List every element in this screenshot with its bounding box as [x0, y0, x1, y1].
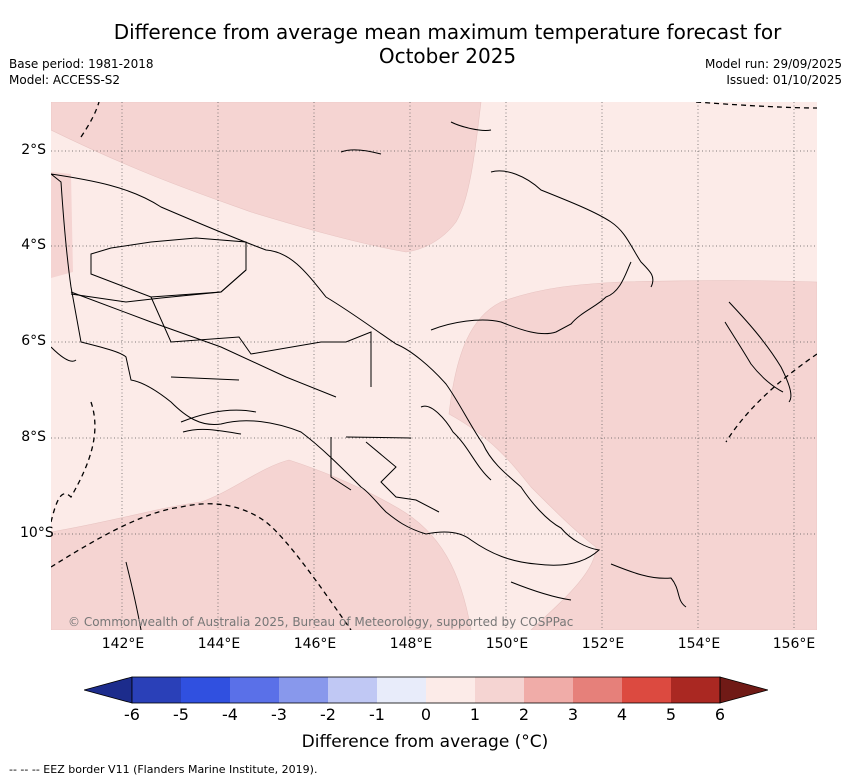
anomaly-1-2-north	[51, 102, 482, 253]
lon-tick: 152°E	[581, 636, 625, 652]
colorbar-outline	[131, 676, 721, 704]
map-canvas: © Commonwealth of Australia 2025, Bureau…	[51, 102, 817, 630]
issued-date: Issued: 01/10/2025	[726, 73, 842, 87]
meta-right: Model run: 29/09/2025 Issued: 01/10/2025	[705, 56, 842, 88]
colorbar-tick: -4	[222, 705, 238, 724]
meta-left: Base period: 1981-2018 Model: ACCESS-S2	[9, 56, 154, 88]
colorbar-segment	[475, 677, 524, 703]
colorbar-segment	[279, 677, 328, 703]
colorbar-tick: 1	[469, 705, 481, 724]
colorbar-segment	[671, 677, 720, 703]
lon-tick: 142°E	[101, 636, 145, 652]
base-period: Base period: 1981-2018	[9, 57, 154, 71]
lat-tick: 2°S	[21, 142, 46, 158]
colorbar-tick: 6	[714, 705, 726, 724]
lon-tick: 146°E	[293, 636, 337, 652]
colorbar-segment	[132, 677, 181, 703]
colorbar-extend-high	[719, 676, 768, 704]
lat-tick: 6°S	[21, 333, 46, 349]
colorbar-segment	[328, 677, 377, 703]
colorbar-tick: -5	[173, 705, 189, 724]
colorbar-tick: 2	[518, 705, 530, 724]
colorbar-segment	[622, 677, 671, 703]
map-title: Difference from average mean maximum tem…	[90, 20, 805, 68]
copyright-text: © Commonwealth of Australia 2025, Bureau…	[68, 615, 573, 629]
colorbar-segment	[181, 677, 230, 703]
colorbar-tick: -6	[124, 705, 140, 724]
colorbar-segment	[377, 677, 426, 703]
lon-tick: 150°E	[485, 636, 529, 652]
colorbar-tick: -1	[369, 705, 385, 724]
colorbar-tick: -2	[320, 705, 336, 724]
colorbar-tick: 5	[665, 705, 677, 724]
lon-tick: 154°E	[677, 636, 721, 652]
eez-footnote: -- -- -- EEZ border V11 (Flanders Marine…	[9, 763, 318, 776]
coastlines	[51, 121, 792, 630]
colorbar-segment	[573, 677, 622, 703]
gridlines	[51, 102, 817, 630]
model-name: Model: ACCESS-S2	[9, 73, 121, 87]
lat-tick: 4°S	[21, 237, 46, 253]
colorbar-tick: 4	[616, 705, 628, 724]
title-line-2: October 2025	[378, 44, 517, 68]
colorbar-segment	[426, 677, 475, 703]
colorbar-tick: 3	[567, 705, 579, 724]
colorbar-segment	[524, 677, 573, 703]
anomaly-1-2-northwest-strip	[51, 172, 73, 278]
colorbar-tick: -3	[271, 705, 287, 724]
lon-tick: 144°E	[197, 636, 241, 652]
colorbar-tick: 0	[420, 705, 432, 724]
lat-tick: 10°S	[20, 525, 54, 541]
anomaly-1-2-southwest	[51, 459, 472, 630]
eez-border	[51, 102, 817, 630]
colorbar	[84, 676, 768, 704]
model-run: Model run: 29/09/2025	[704, 57, 842, 71]
title-line-1: Difference from average mean maximum tem…	[113, 20, 782, 44]
colorbar-label: Difference from average (°C)	[301, 732, 549, 752]
colorbar-segment	[230, 677, 279, 703]
lat-tick: 8°S	[21, 429, 46, 445]
colorbar-extend-low	[84, 676, 133, 704]
lon-tick: 156°E	[772, 636, 816, 652]
lon-tick: 148°E	[389, 636, 433, 652]
